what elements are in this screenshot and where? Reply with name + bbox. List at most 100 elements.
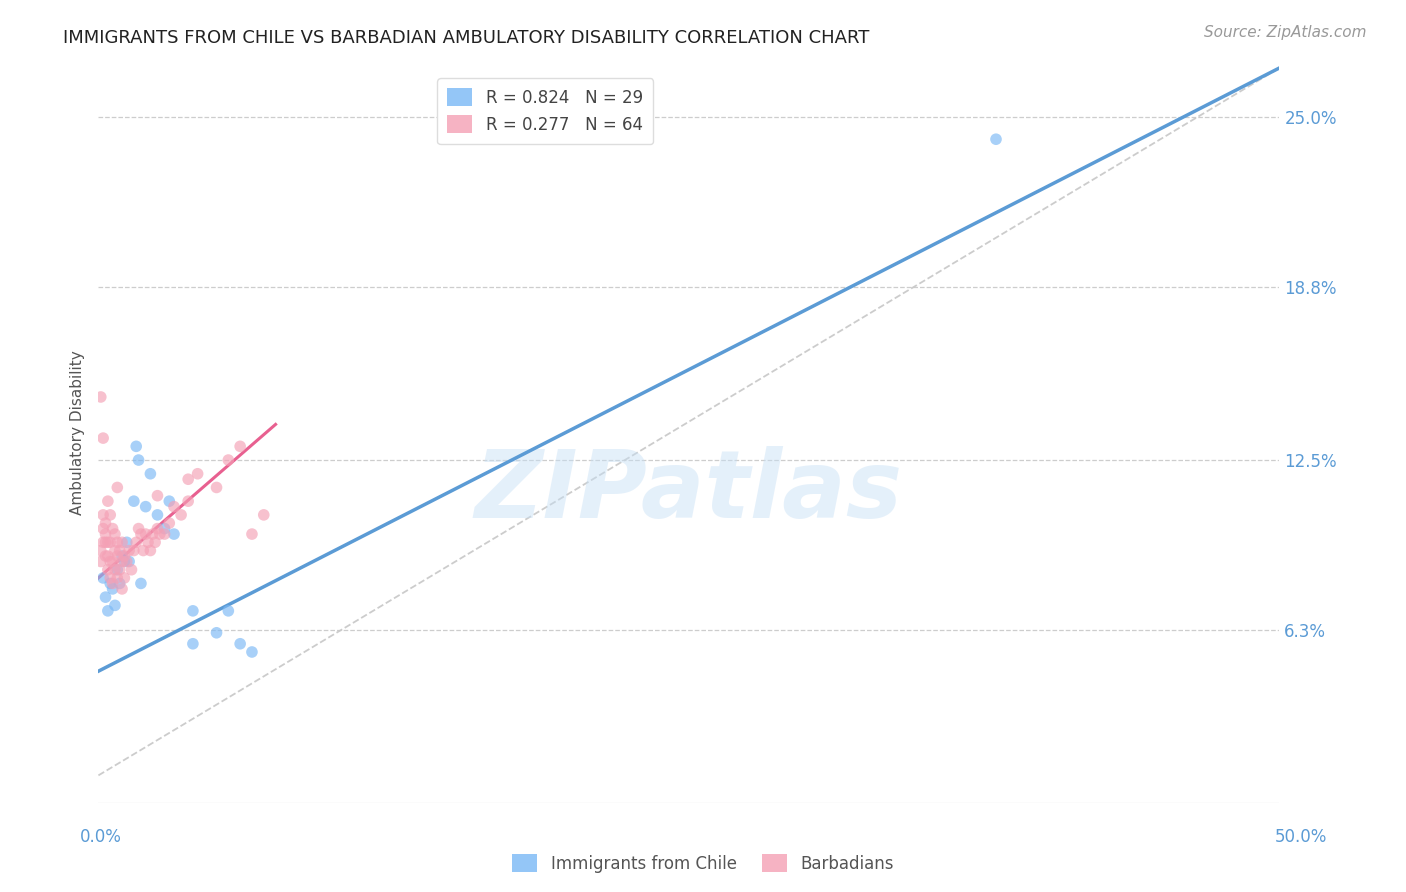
Point [253,508,276,522]
Point [984,132,1007,146]
Point [108,563,131,577]
Point [217,453,239,467]
Point [104,543,127,558]
Point [146,489,169,503]
Point [128,453,150,467]
Point [115,535,138,549]
Point [153,522,176,536]
Point [205,625,228,640]
Point [91,535,114,549]
Text: 0.0%: 0.0% [80,828,122,846]
Legend: R = 0.824   N = 29, R = 0.277   N = 64: R = 0.824 N = 29, R = 0.277 N = 64 [437,78,652,144]
Point [149,527,172,541]
Point [132,543,155,558]
Point [91,508,114,522]
Point [101,576,124,591]
Point [98,554,121,568]
Point [97,494,120,508]
Point [112,571,135,585]
Text: IMMIGRANTS FROM CHILE VS BARBADIAN AMBULATORY DISABILITY CORRELATION CHART: IMMIGRANTS FROM CHILE VS BARBADIAN AMBUL… [63,29,870,46]
Point [112,549,135,563]
Point [98,508,121,522]
Point [112,554,135,568]
Point [139,467,162,481]
Point [177,472,200,486]
Point [101,582,124,596]
Point [177,494,200,508]
Point [118,543,141,558]
Point [90,554,112,568]
Point [97,604,120,618]
Point [136,535,159,549]
Point [163,500,186,514]
Point [170,508,193,522]
Point [115,554,138,568]
Point [97,535,120,549]
Point [111,549,134,563]
Point [153,527,176,541]
Point [205,480,228,494]
Point [187,467,209,481]
Point [163,527,186,541]
Point [108,576,131,591]
Point [135,500,157,514]
Point [129,576,152,591]
Point [125,439,148,453]
Point [139,543,162,558]
Point [105,549,128,563]
Point [101,522,124,536]
Point [105,571,128,585]
Point [101,554,124,568]
Point [146,508,169,522]
Point [146,522,169,536]
Point [97,549,120,563]
Point [91,431,114,445]
Point [122,543,145,558]
Point [157,516,180,530]
Legend: Immigrants from Chile, Barbadians: Immigrants from Chile, Barbadians [506,847,900,880]
Point [229,637,252,651]
Point [94,527,117,541]
Point [111,582,134,596]
Point [181,604,204,618]
Point [98,571,121,585]
Point [91,571,114,585]
Point [105,480,128,494]
Point [94,516,117,530]
Point [240,645,263,659]
Point [98,576,121,591]
Point [104,527,127,541]
Point [240,527,263,541]
Point [111,554,134,568]
Point [108,543,131,558]
Point [157,494,180,508]
Point [135,527,157,541]
Point [181,637,204,651]
Point [97,563,120,577]
Point [217,604,239,618]
Text: 50.0%: 50.0% [1274,828,1327,846]
Point [90,543,112,558]
Point [105,535,128,549]
Text: ZIPatlas: ZIPatlas [475,446,903,538]
Point [94,590,117,604]
Point [142,527,165,541]
Y-axis label: Ambulatory Disability: Ambulatory Disability [70,351,86,515]
Point [122,494,145,508]
Point [91,522,114,536]
Point [118,554,141,568]
Point [94,535,117,549]
Point [104,599,127,613]
Point [121,563,143,577]
Text: Source: ZipAtlas.com: Source: ZipAtlas.com [1204,25,1367,40]
Point [98,535,121,549]
Point [104,563,127,577]
Point [129,527,152,541]
Point [229,439,252,453]
Point [105,563,128,577]
Point [125,535,148,549]
Point [128,522,150,536]
Point [94,549,117,563]
Point [143,535,166,549]
Point [90,390,112,404]
